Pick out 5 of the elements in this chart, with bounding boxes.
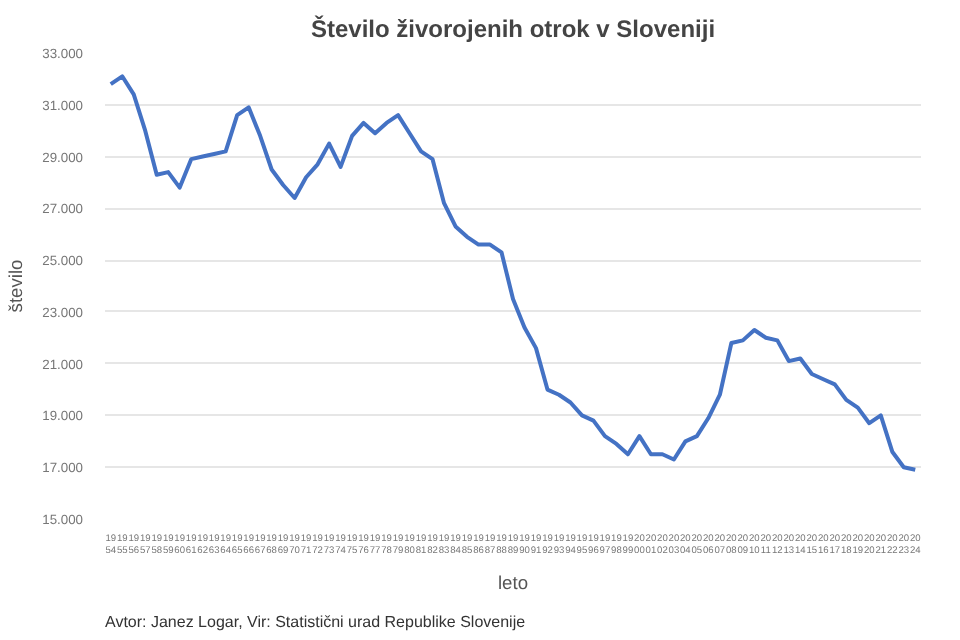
text: Avtor: Janez Logar, Vir: Statistični urad Republike Slovenije — [105, 613, 527, 631]
y-axis-title: število — [6, 259, 27, 313]
x-axis-title: leto — [497, 573, 529, 593]
line-series — [108, 74, 918, 472]
chart-title: Število živorojenih otrok v Sloveniji — [310, 15, 716, 43]
